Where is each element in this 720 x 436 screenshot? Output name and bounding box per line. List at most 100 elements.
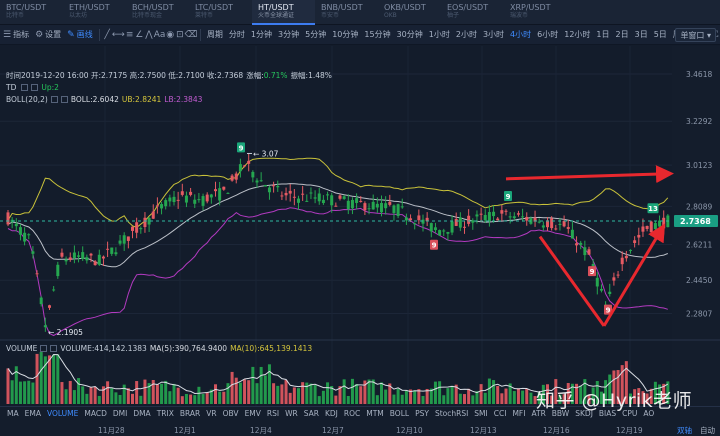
eye-icon[interactable]: ◉	[166, 29, 175, 40]
indicator-tab[interactable]: AO	[643, 409, 655, 418]
parallel-lines-icon[interactable]: ≡	[125, 29, 134, 40]
gear-icon: ⚙	[35, 29, 44, 40]
line-tool-icon[interactable]: ╱	[104, 29, 110, 40]
indicator-tab[interactable]: DMA	[133, 409, 151, 418]
interval-option[interactable]: 分时	[228, 30, 245, 39]
indicator-tab[interactable]: SKDJ	[575, 409, 593, 418]
volume-bar	[160, 383, 164, 404]
interval-option[interactable]: 30分钟	[396, 30, 423, 39]
indicator-tab[interactable]: EMV	[244, 409, 261, 418]
indicator-tab[interactable]: WR	[285, 409, 298, 418]
volume-close[interactable]	[50, 345, 58, 352]
indicator-tab[interactable]: BRAR	[179, 409, 201, 418]
dual-axis-button[interactable]: 双轴	[677, 426, 692, 435]
indicator-tab[interactable]: TRIX	[156, 409, 174, 418]
interval-option[interactable]: 1小时	[428, 30, 450, 39]
indicator-tab[interactable]: BOLL	[389, 409, 410, 418]
interval-option[interactable]: 4小时	[510, 30, 532, 39]
pair-tab[interactable]: EOS/USDT 柚子	[441, 0, 504, 25]
indicator-tab[interactable]: VR	[206, 409, 217, 418]
text-tool-icon[interactable]: Aa	[153, 29, 166, 40]
pair-tab[interactable]: XRP/USDT 瑞波币	[504, 0, 567, 25]
indicator-tab[interactable]: KDJ	[324, 409, 338, 418]
indicator-tab[interactable]: StochRSI	[434, 409, 469, 418]
indicator-button[interactable]: ☰ 指标	[3, 29, 30, 40]
pattern-icon[interactable]: ⋀	[145, 29, 153, 40]
candle-body	[367, 208, 371, 210]
indicator-tab[interactable]: MTM	[366, 409, 384, 418]
volume-bar	[201, 394, 205, 404]
boll-toggle[interactable]	[50, 96, 58, 103]
volume-toggle[interactable]	[40, 345, 48, 352]
volume-ma5-line	[7, 353, 669, 395]
interval-option[interactable]: 5分钟	[305, 30, 327, 39]
interval-option[interactable]: 1分钟	[250, 30, 273, 39]
price-tick-label: 3.2292	[686, 117, 712, 126]
indicator-tab[interactable]: MACD	[84, 409, 107, 418]
indicator-tab[interactable]: BBW	[551, 409, 570, 418]
candle-body	[143, 217, 147, 228]
interval-option[interactable]: 1日	[596, 30, 610, 39]
td-close[interactable]	[31, 84, 39, 91]
interval-option[interactable]: 6小时	[537, 30, 559, 39]
candle-body	[326, 194, 330, 196]
pair-tab[interactable]: BNB/USDT 币安币	[315, 0, 378, 25]
pair-tab[interactable]: HT/USDT 火币全球通证	[252, 0, 315, 25]
volume-bar	[222, 391, 226, 404]
interval-option[interactable]: 12小时	[564, 30, 591, 39]
indicator-tab[interactable]: ROC	[343, 409, 361, 418]
pair-tab[interactable]: BTC/USDT 比特币	[0, 0, 63, 25]
single-window-dropdown[interactable]: 单窗口 ▾	[675, 28, 716, 42]
td-toggle[interactable]	[21, 84, 29, 91]
lock-icon[interactable]: ⊡	[176, 29, 184, 40]
settings-button[interactable]: ⚙ 设置	[35, 29, 62, 40]
interval-option[interactable]: 10分钟	[332, 30, 359, 39]
indicator-tab[interactable]: CCI	[493, 409, 507, 418]
interval-option[interactable]: 3日	[634, 30, 648, 39]
volume-bar	[234, 377, 238, 404]
volume-bar	[230, 371, 234, 404]
auto-scale-button[interactable]: 自动	[700, 426, 715, 435]
interval-option[interactable]: 3分钟	[278, 30, 300, 39]
interval-option[interactable]: 2日	[615, 30, 629, 39]
kline-chart[interactable]: 3.4618 3.2292 3.0123 2.8089 2.6211 2.4450 2.28…	[0, 46, 720, 424]
indicator-tab[interactable]: ATR	[531, 409, 546, 418]
interval-option[interactable]: 5日	[653, 30, 667, 39]
candle-body	[413, 223, 417, 225]
indicator-tab[interactable]: MA	[7, 409, 19, 418]
pair-tab[interactable]: ETH/USDT 以太坊	[63, 0, 126, 25]
trash-icon[interactable]: ⌫	[184, 29, 198, 40]
interval-option[interactable]: 15分钟	[364, 30, 391, 39]
indicator-tab[interactable]: SMI	[474, 409, 488, 418]
candle-body	[39, 297, 43, 305]
indicator-tab[interactable]: BIAS	[598, 409, 617, 418]
draw-button[interactable]: ✎ 画线	[67, 29, 93, 40]
indicator-tab[interactable]: VOLUME	[46, 409, 79, 418]
pair-tab[interactable]: OKB/USDT OKB	[378, 0, 441, 25]
candle-body	[575, 243, 579, 246]
candle-body	[101, 256, 105, 259]
indicator-tab[interactable]: SAR	[303, 409, 319, 418]
horizontal-line-icon[interactable]: ⟷	[111, 29, 125, 40]
candle-body	[496, 218, 500, 221]
indicator-tab[interactable]: MFI	[512, 409, 526, 418]
indicator-tab[interactable]: PSY	[415, 409, 429, 418]
candle-body	[172, 196, 176, 203]
candle-body	[106, 248, 110, 250]
indicator-tab[interactable]: CPU	[622, 409, 638, 418]
interval-option[interactable]: 2小时	[455, 30, 477, 39]
pair-tab[interactable]: BCH/USDT 比特币现金	[126, 0, 189, 25]
candle-body	[77, 255, 81, 257]
boll-close[interactable]	[60, 96, 68, 103]
indicator-tab[interactable]: OBV	[222, 409, 239, 418]
interval-option[interactable]: 3小时	[482, 30, 505, 39]
volume-bar	[512, 391, 516, 404]
candle-body	[616, 274, 620, 276]
indicator-tab[interactable]: RSI	[266, 409, 280, 418]
pair-tab[interactable]: LTC/USDT 莱特币	[189, 0, 252, 25]
candle-body	[56, 264, 60, 277]
chart-canvas[interactable]: 3.4618 3.2292 3.0123 2.8089 2.6211 2.4450 2.28…	[0, 46, 720, 406]
fib-angle-icon[interactable]: ∠	[135, 29, 144, 40]
indicator-tab[interactable]: DMI	[112, 409, 128, 418]
indicator-tab[interactable]: EMA	[24, 409, 41, 418]
